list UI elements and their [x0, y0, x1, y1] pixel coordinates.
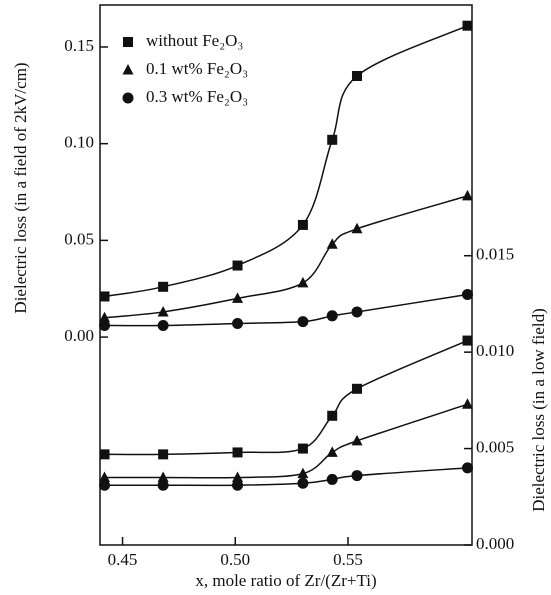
marker-square: [99, 449, 110, 460]
series-line: [104, 195, 468, 319]
marker-square: [99, 291, 110, 302]
marker-triangle: [232, 471, 244, 482]
plot-frame: [99, 4, 473, 546]
marker-triangle: [99, 311, 111, 323]
marker-circle: [99, 319, 111, 331]
marker-triangle: [351, 434, 363, 446]
marker-triangle: [157, 471, 169, 482]
marker-square: [327, 410, 338, 421]
marker-square: [232, 260, 243, 271]
marker-square: [352, 70, 363, 81]
marker-square: [297, 219, 308, 230]
marker-square: [158, 281, 169, 292]
marker-triangle: [461, 398, 473, 409]
marker-circle: [122, 92, 134, 104]
y-tick-label: 0.10: [64, 133, 94, 152]
y2-tick-label: 0.005: [476, 437, 514, 456]
marker-triangle: [232, 292, 244, 303]
x-tick-label: 0.45: [108, 550, 138, 569]
marker-circle: [351, 470, 363, 482]
marker-triangle: [326, 446, 338, 457]
marker-square: [232, 447, 243, 458]
marker-triangle: [122, 64, 134, 75]
marker-square: [327, 134, 338, 145]
y2-tick-label: 0.015: [476, 245, 514, 264]
marker-square: [352, 383, 363, 394]
series-line: [104, 293, 468, 327]
marker-triangle: [351, 222, 363, 234]
marker-triangle: [157, 305, 169, 317]
marker-triangle: [297, 467, 309, 479]
marker-triangle: [99, 471, 111, 482]
marker-circle: [297, 477, 309, 489]
marker-square: [123, 37, 133, 47]
marker-triangle: [326, 238, 338, 249]
marker-circle: [297, 316, 309, 328]
marker-circle: [351, 306, 363, 318]
y-tick-label: 0.05: [64, 229, 94, 248]
marker-square: [462, 20, 473, 31]
marker-circle: [157, 479, 169, 491]
legend-label: without Fe₂O₃: [146, 31, 243, 50]
marker-circle: [461, 462, 473, 474]
y-tick-label: 0.15: [64, 36, 94, 55]
y2-tick-label: 0.010: [476, 341, 514, 360]
marker-circle: [232, 318, 244, 330]
y2-tick-label: 0.000: [476, 534, 514, 553]
marker-circle: [326, 310, 338, 322]
marker-square: [462, 335, 473, 346]
x-tick-label: 0.55: [333, 550, 363, 569]
y2-axis-label: Dielectric loss (in a low field): [529, 308, 548, 511]
marker-square: [158, 449, 169, 460]
y-axis-label: Dielectric loss (in a field of 2kV/cm): [11, 62, 30, 313]
legend-label: 0.1 wt% Fe₂O₃: [146, 59, 248, 78]
marker-circle: [232, 479, 244, 491]
y-tick-label: 0.00: [64, 326, 94, 345]
marker-circle: [326, 473, 338, 485]
x-axis-label: x, mole ratio of Zr/(Zr+Ti): [195, 571, 376, 590]
series-line: [104, 403, 468, 479]
marker-square: [297, 443, 308, 454]
marker-circle: [157, 319, 169, 331]
x-tick-label: 0.50: [220, 550, 250, 569]
marker-circle: [99, 479, 111, 491]
series-line: [104, 339, 468, 456]
marker-triangle: [297, 276, 309, 288]
marker-triangle: [461, 189, 473, 201]
legend-label: 0.3 wt% Fe₂O₃: [146, 87, 248, 106]
marker-circle: [461, 289, 473, 301]
